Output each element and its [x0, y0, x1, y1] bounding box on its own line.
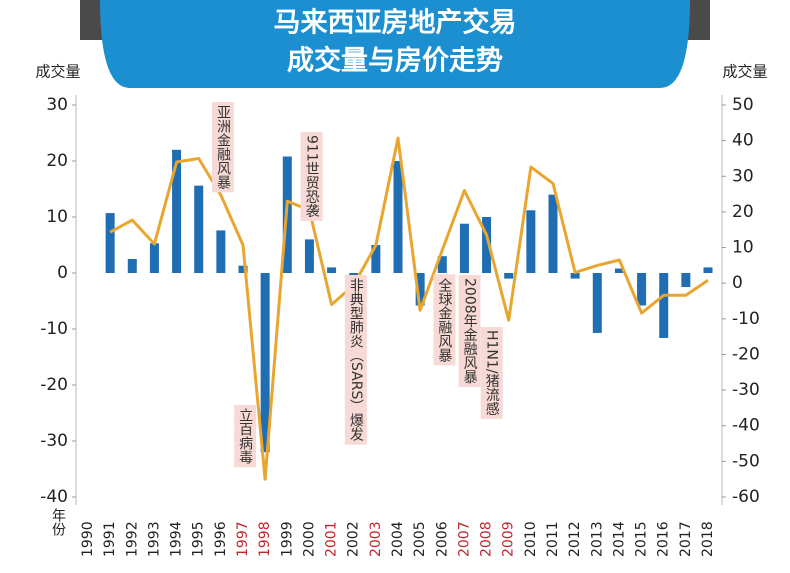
bar: [570, 273, 580, 279]
annotation: 2008年金融风暴: [462, 278, 478, 384]
bar: [304, 239, 314, 273]
bar: [592, 273, 602, 333]
bar: [194, 185, 204, 273]
bar: [260, 273, 270, 453]
y2-tick-label: 10: [732, 238, 754, 258]
bar: [415, 273, 425, 306]
bar: [437, 256, 447, 273]
chart-title: 马来西亚房地产交易: [274, 7, 517, 39]
y-tick-label: 30: [46, 95, 68, 115]
x-tick-label: 2005: [412, 521, 428, 557]
bar: [504, 273, 514, 279]
y2-tick-label: -10: [732, 309, 760, 329]
x-tick-label: 2010: [523, 521, 539, 557]
bar: [393, 161, 403, 273]
x-tick-label: 2004: [390, 521, 406, 557]
y2-tick-label: -20: [732, 344, 760, 364]
line: [109, 136, 709, 481]
x-tick-label: 2017: [678, 521, 694, 557]
x-tick-label: 1992: [124, 521, 140, 557]
x-tick-label: 1994: [169, 521, 185, 557]
y2-axis-label: 成交量: [722, 63, 767, 81]
annotation: 非典型肺炎（SARS）爆发: [348, 278, 364, 442]
x-axis-label: 年份: [50, 508, 66, 537]
x-tick-label: 1996: [213, 521, 229, 557]
bar: [127, 259, 137, 273]
bar: [216, 230, 226, 273]
y2-tick-label: 0: [732, 273, 743, 293]
bar: [681, 273, 691, 287]
x-tick-label: 1993: [146, 521, 162, 557]
annotation-box: [300, 132, 323, 222]
y-tick-label: -10: [40, 319, 68, 339]
y2-tick-label: -40: [732, 416, 760, 436]
annotation: 立百病毒: [237, 408, 253, 464]
bar: [371, 245, 381, 273]
y-tick-label: 20: [46, 151, 68, 171]
bar: [482, 217, 492, 273]
x-tick-label: 1990: [80, 521, 96, 557]
bar: [637, 273, 647, 306]
annotation-box: [212, 102, 234, 193]
bar: [614, 268, 624, 273]
bar: [149, 243, 159, 273]
bar: [659, 273, 669, 338]
x-tick-label: 2012: [567, 521, 583, 557]
x-tick-label: 1997: [235, 521, 251, 557]
y-tick-label: -40: [40, 487, 68, 507]
y2-tick-label: 50: [732, 95, 754, 115]
y-tick-label: -20: [40, 375, 68, 395]
x-tick-label: 2016: [656, 521, 672, 557]
x-tick-label: 2007: [456, 521, 472, 557]
x-tick-label: 2000: [301, 521, 317, 557]
bar: [172, 149, 182, 273]
y-tick-label: 10: [46, 207, 68, 227]
bar: [105, 213, 115, 273]
annotation-box: [458, 275, 481, 387]
title-banner: [100, 0, 690, 88]
bar: [327, 267, 337, 273]
x-tick-label: 2008: [479, 521, 495, 557]
y2-tick-label: -60: [732, 487, 760, 507]
annotation: 911世贸恐袭: [304, 135, 320, 218]
x-tick-label: 2006: [434, 521, 450, 557]
y-tick-label: -30: [40, 431, 68, 451]
x-tick-label: 2014: [611, 521, 627, 557]
x-tick-label: 2003: [368, 521, 384, 557]
x-tick-label: 1991: [102, 521, 118, 557]
x-tick-label: 1995: [191, 521, 207, 557]
annotation-box: [344, 275, 367, 445]
y2-tick-label: 40: [732, 131, 754, 151]
x-tick-label: 2001: [324, 521, 340, 557]
annotation: H1N1/猪流感: [484, 330, 500, 416]
x-tick-label: 1998: [257, 521, 273, 557]
x-tick-label: 2002: [346, 521, 362, 557]
annotation-box: [480, 327, 503, 419]
y2-tick-label: 30: [732, 166, 754, 186]
y-axis-label: 成交量: [35, 63, 80, 81]
bar: [459, 223, 469, 273]
x-tick-label: 2009: [501, 521, 517, 557]
bar: [548, 194, 558, 273]
x-tick-label: 2018: [700, 521, 716, 557]
annotation: 全球金融风暴: [436, 277, 452, 362]
bar: [526, 210, 536, 273]
annotation-box: [234, 405, 257, 468]
y2-tick-label: 20: [732, 202, 754, 222]
x-tick-label: 2011: [545, 521, 561, 557]
x-tick-label: 1999: [279, 521, 295, 557]
y2-tick-label: -50: [732, 451, 760, 471]
y-tick-label: 0: [57, 263, 68, 283]
x-tick-label: 2013: [589, 521, 605, 557]
y2-tick-label: -30: [732, 380, 760, 400]
bar: [703, 267, 713, 273]
bar: [238, 265, 248, 273]
chart-subtitle: 成交量与房价走势: [287, 45, 503, 77]
annotation: 亚洲金融风暴: [215, 105, 231, 189]
annotation-box: [433, 274, 456, 366]
x-tick-label: 2015: [634, 521, 650, 557]
